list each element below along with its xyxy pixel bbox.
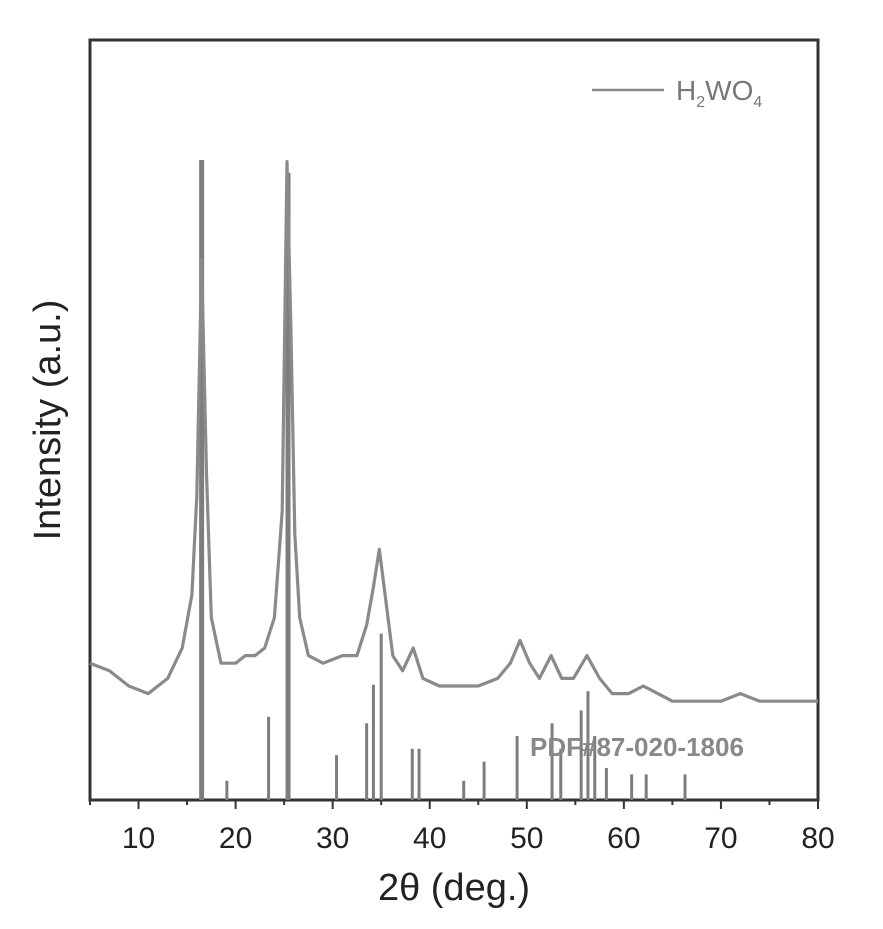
x-tick-label: 60: [607, 822, 640, 855]
legend-label-h: H: [676, 75, 696, 106]
x-tick-label: 10: [122, 822, 155, 855]
x-tick-label: 50: [510, 822, 543, 855]
x-tick-label: 80: [801, 822, 834, 855]
x-axis-title: 2θ (deg.): [378, 867, 530, 909]
x-axis-ticks: 10 20 30 40 50 60 70 80: [90, 800, 835, 855]
x-tick-label: 30: [316, 822, 349, 855]
legend-label-sub2: 4: [753, 94, 762, 111]
reference-card-label: PDF#87-020-1806: [530, 732, 744, 762]
x-tick-label: 20: [219, 822, 252, 855]
legend-label-sub1: 2: [696, 94, 705, 111]
y-axis-title: Intensity (a.u.): [27, 300, 69, 541]
x-tick-label: 40: [413, 822, 446, 855]
reference-pattern: [202, 160, 685, 800]
legend-label: H2WO4: [676, 75, 762, 111]
legend-label-wo: WO: [705, 75, 753, 106]
x-tick-label: 70: [704, 822, 737, 855]
legend: H2WO4: [592, 75, 762, 111]
